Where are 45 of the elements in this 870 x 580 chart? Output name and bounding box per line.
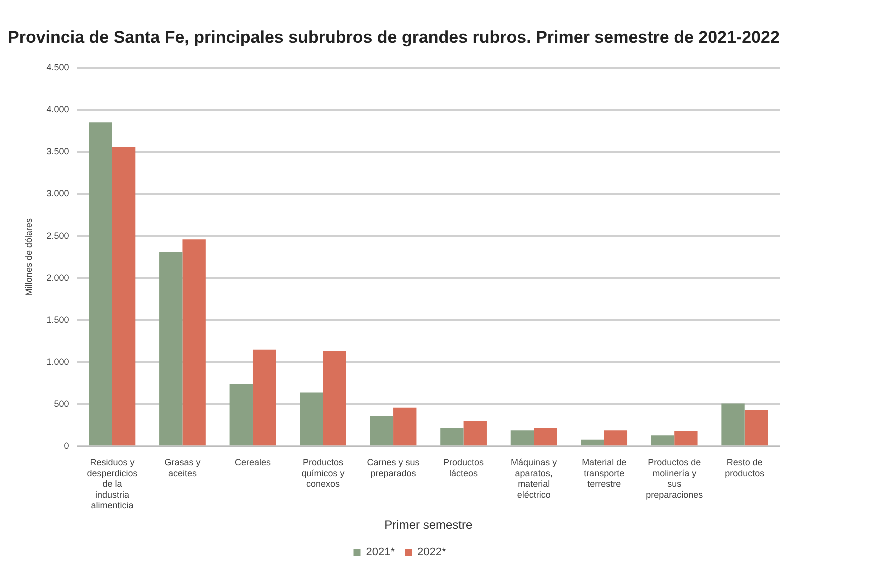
y-tick-label: 3.500 bbox=[46, 146, 70, 157]
legend-label: 2022* bbox=[418, 546, 447, 559]
y-tick-label: 4.500 bbox=[46, 62, 70, 72]
x-tick-label: Grasas y aceites bbox=[164, 457, 202, 478]
y-tick-label: 2.000 bbox=[46, 272, 70, 283]
bar bbox=[323, 352, 346, 446]
x-tick-label: Residuos y desperdicios de la industria alimenticia bbox=[87, 457, 138, 511]
bar bbox=[581, 440, 604, 446]
bar bbox=[394, 408, 417, 446]
x-tick-label: Máquinas y aparatos, material eléctrico bbox=[511, 457, 558, 500]
legend-label: 2021* bbox=[366, 546, 396, 559]
x-tick-label: Material de transporte terrestre bbox=[582, 457, 627, 490]
y-tick-label: 1.500 bbox=[46, 314, 70, 325]
x-axis-title: Primer semestre bbox=[384, 518, 473, 532]
y-axis-title: Millones de dólares bbox=[24, 218, 34, 296]
bar bbox=[230, 384, 253, 446]
x-tick-label: Resto de productos bbox=[725, 457, 766, 478]
bar bbox=[440, 428, 464, 446]
bar bbox=[604, 430, 628, 446]
x-tick-label: Productos lácteos bbox=[444, 457, 485, 478]
bar bbox=[744, 410, 768, 446]
bar bbox=[510, 430, 534, 446]
bar bbox=[89, 122, 112, 446]
bar bbox=[112, 147, 136, 446]
y-tick-label: 500 bbox=[54, 399, 70, 410]
y-tick-label: 1.000 bbox=[46, 356, 70, 367]
bar bbox=[370, 416, 394, 446]
bar bbox=[722, 404, 745, 446]
bar bbox=[160, 252, 183, 446]
y-tick-label: 0 bbox=[64, 441, 70, 452]
y-tick-label: 4.000 bbox=[46, 104, 70, 115]
bar bbox=[300, 392, 324, 446]
y-tick-label: 3.000 bbox=[46, 188, 70, 199]
bar bbox=[651, 436, 675, 446]
x-tick-label: Carnes y sus preparados bbox=[367, 457, 420, 478]
y-tick-label: 2.500 bbox=[46, 230, 70, 241]
chart-title: Provincia de Santa Fe, principales subrubros de grandes rubros. Primer semestre de 2021-2022 bbox=[7, 27, 781, 48]
x-tick-label: Cereales bbox=[234, 457, 272, 468]
bar bbox=[182, 240, 206, 446]
bar bbox=[464, 421, 487, 446]
bar bbox=[252, 350, 276, 446]
bar bbox=[674, 431, 698, 446]
x-tick-label: Productos de molinería y sus preparaciones bbox=[646, 457, 704, 500]
x-tick-label: Productos químicos y conexos bbox=[302, 457, 346, 490]
bar bbox=[534, 428, 558, 446]
